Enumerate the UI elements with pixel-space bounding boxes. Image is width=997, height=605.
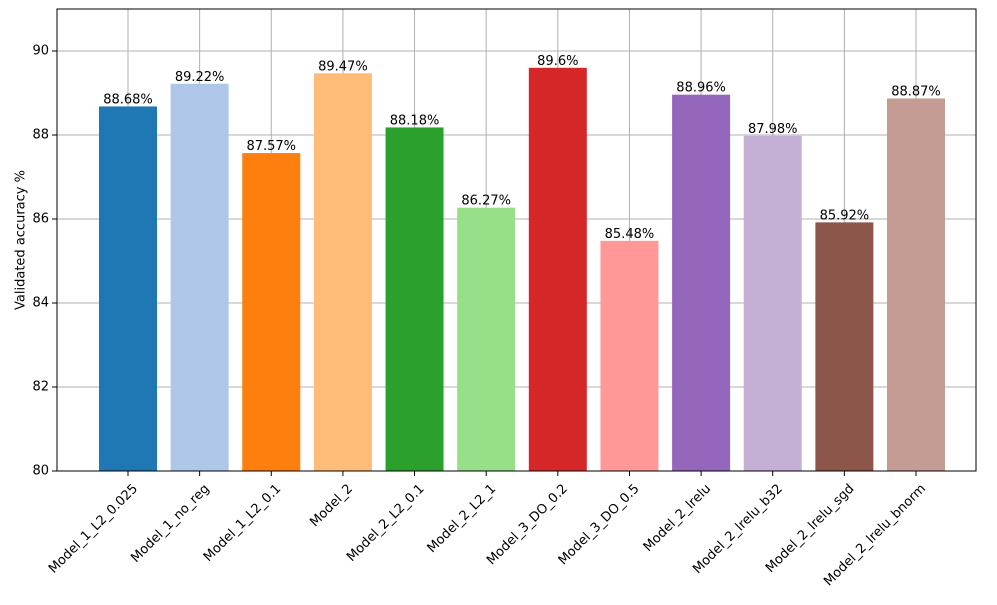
bar-Model_2_L2_1	[457, 207, 516, 471]
bar-Model_2_lrelu_sgd	[815, 222, 874, 471]
bar-Model_2	[313, 73, 372, 471]
y-tick-label: 80	[32, 464, 49, 479]
bar-Model_2_lrelu_b32	[743, 135, 802, 471]
bar-Model_1_L2_0.1	[242, 153, 301, 471]
data-label: 85.48%	[605, 227, 655, 242]
data-label: 89.6%	[537, 54, 578, 69]
bars-layer	[99, 67, 945, 472]
x-tick-label: Model_1_L2_0.1	[201, 481, 284, 564]
bar-Model_3_DO_0.2	[528, 67, 587, 472]
bar-Model_1_L2_0.025	[99, 106, 157, 471]
plot-frame	[56, 8, 977, 472]
data-label: 87.98%	[748, 122, 798, 137]
x-tick-label: Model_2_lrelu	[641, 481, 714, 554]
bar-Model_3_DO_0.5	[600, 240, 659, 471]
bar-Model_2_lrelu	[672, 94, 731, 472]
y-tick-label: 90	[32, 44, 49, 59]
x-tick-label: Model_1_L2_0.025	[46, 481, 141, 576]
x-tick-label: Model_1_no_reg	[128, 481, 212, 565]
x-tick-label: Model_3_DO_0.5	[556, 481, 643, 568]
y-axis-ticks: 80 82 84 86 88 90	[32, 44, 57, 479]
x-tick-label: Model_2_L2_1	[425, 481, 500, 556]
y-tick-label: 84	[32, 296, 49, 311]
data-label: 89.47%	[318, 59, 368, 74]
y-tick-label: 82	[32, 380, 49, 395]
data-label: 85.92%	[820, 208, 870, 223]
data-label: 88.96%	[676, 81, 726, 96]
x-tick-label: Model_2	[307, 481, 356, 530]
x-tick-label: Model_2_L2_0.1	[344, 481, 427, 564]
y-tick-label: 88	[32, 128, 49, 143]
data-label: 87.57%	[246, 139, 296, 154]
bar-Model_2_lrelu_bnorm	[887, 98, 945, 472]
data-labels-layer: 88.68% 89.22% 87.57% 89.47% 88.18% 86.27% 89.6…	[103, 54, 941, 242]
data-label: 89.22%	[175, 70, 225, 85]
bar-Model_1_no_reg	[170, 83, 229, 471]
data-label: 88.18%	[390, 113, 440, 128]
data-label: 88.87%	[891, 84, 941, 99]
y-tick-label: 86	[32, 212, 49, 227]
bar-Model_2_L2_0.1	[385, 127, 444, 471]
data-label: 88.68%	[103, 92, 153, 107]
x-axis-ticks: Model_1_L2_0.025Model_1_no_regModel_1_L2…	[46, 471, 929, 589]
data-label: 86.27%	[461, 194, 511, 209]
y-axis-label: Validated accuracy %	[14, 170, 29, 310]
